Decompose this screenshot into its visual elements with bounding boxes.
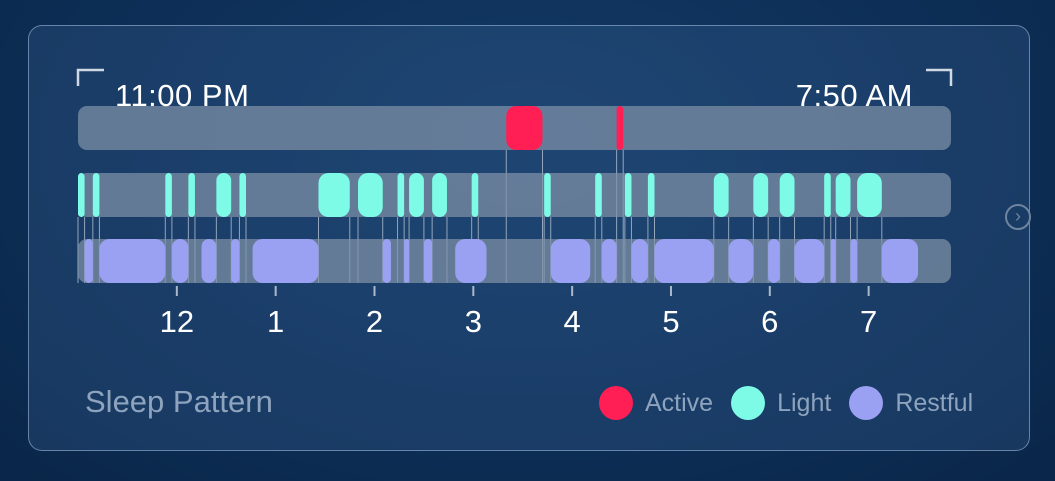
light-segment xyxy=(432,173,447,217)
light-segment xyxy=(318,173,350,217)
hour-tick-label: 4 xyxy=(564,304,581,339)
light-segment xyxy=(544,173,551,217)
restful-segment xyxy=(768,239,780,283)
chevron-right-circle-icon[interactable]: › xyxy=(1005,204,1031,230)
restful-segment xyxy=(794,239,825,283)
light-segment xyxy=(216,173,232,217)
restful-segment xyxy=(404,239,410,283)
restful-segment xyxy=(201,239,217,283)
legend-label-restful: Restful xyxy=(895,388,974,417)
restful-segment xyxy=(881,239,919,283)
light-segment xyxy=(358,173,383,217)
light-segment xyxy=(753,173,769,217)
track-light xyxy=(78,173,951,217)
light-segment xyxy=(188,173,195,217)
hour-tick-label: 3 xyxy=(465,304,482,339)
restful-segment xyxy=(231,239,240,283)
hour-tick-label: 6 xyxy=(761,304,778,339)
end-bracket xyxy=(926,68,953,86)
active-segment xyxy=(616,106,624,150)
restful-segment xyxy=(99,239,166,283)
restful-segment xyxy=(455,239,487,283)
hour-tick-label: 12 xyxy=(160,304,194,339)
light-segment xyxy=(824,173,831,217)
legend-label-light: Light xyxy=(777,388,832,417)
light-segment xyxy=(471,173,479,217)
light-segment xyxy=(779,173,795,217)
restful-segment xyxy=(631,239,648,283)
light-segment xyxy=(595,173,602,217)
light-segment xyxy=(835,173,851,217)
light-segment xyxy=(239,173,247,217)
legend-dot-active xyxy=(599,386,633,420)
active-segment xyxy=(506,106,543,150)
end-time-label: 7:50 AM xyxy=(795,78,913,113)
light-segment xyxy=(397,173,405,217)
hour-tick-label: 5 xyxy=(662,304,679,339)
light-segment xyxy=(857,173,882,217)
light-segment xyxy=(713,173,729,217)
hour-tick-label: 7 xyxy=(860,304,877,339)
restful-segment xyxy=(728,239,754,283)
sleep-timeline-chart: 12 1 2 3 4 5 6 7 xyxy=(76,68,953,339)
light-segment xyxy=(165,173,172,217)
legend-dot-restful xyxy=(849,386,884,420)
hour-tick-label: 2 xyxy=(366,304,383,339)
restful-segment xyxy=(423,239,433,283)
light-segment xyxy=(78,173,85,217)
light-segment xyxy=(624,173,632,217)
restful-segment xyxy=(830,239,836,283)
legend-dot-light xyxy=(731,386,766,420)
restful-segment xyxy=(601,239,617,283)
restful-segment xyxy=(382,239,391,283)
sleep-pattern-card: 12 1 2 3 4 5 6 7 11:00 PM 7:50 AM › Sleep Patte… xyxy=(28,25,1031,451)
legend: Active Light Restful xyxy=(599,386,991,420)
chart-title: Sleep Pattern xyxy=(85,384,273,419)
start-time-label: 11:00 PM xyxy=(115,78,250,113)
restful-segment xyxy=(550,239,591,283)
hour-tick-label: 1 xyxy=(267,304,284,339)
restful-segment xyxy=(252,239,319,283)
light-segment xyxy=(409,173,424,217)
light-segment xyxy=(647,173,655,217)
legend-label-active: Active xyxy=(645,388,714,417)
restful-segment xyxy=(84,239,93,283)
restful-segment xyxy=(654,239,714,283)
light-segment xyxy=(92,173,100,217)
restful-segment xyxy=(171,239,189,283)
restful-segment xyxy=(850,239,858,283)
start-bracket xyxy=(76,68,104,86)
